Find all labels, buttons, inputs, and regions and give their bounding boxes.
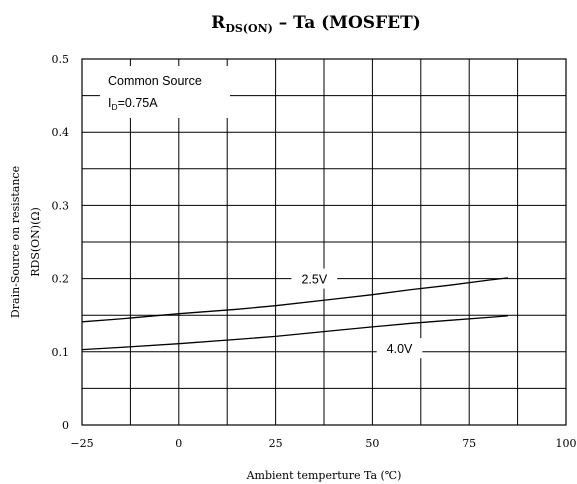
chart-title-subscript: DS(ON) xyxy=(225,22,273,35)
series-label: 2.5V xyxy=(301,273,327,287)
x-tick-label: 75 xyxy=(462,437,476,450)
annotation-current-rest: =0.75A xyxy=(118,96,159,110)
grid xyxy=(81,58,567,426)
x-tick-label: 50 xyxy=(365,437,379,450)
x-tick-label: −25 xyxy=(70,437,93,450)
plot-frame xyxy=(81,58,567,426)
y-tick-label: 0.4 xyxy=(52,126,70,139)
annotation-line2: ID=0.75A xyxy=(108,96,158,112)
annotation-line1: Common Source xyxy=(108,74,202,88)
y-tick-label: 0.5 xyxy=(52,53,70,66)
annotation-current-main: I xyxy=(108,96,111,110)
series-line xyxy=(81,277,508,323)
series-label: 4.0V xyxy=(387,342,413,356)
y-axis-label-line2: RDS(ON)(Ω) xyxy=(29,207,42,277)
y-tick-label: 0 xyxy=(62,419,69,432)
y-axis-label-line1: Drain-Source on resistance xyxy=(9,166,22,318)
chart-title: RDS(ON) – Ta (MOSFET) xyxy=(211,13,421,35)
annotation-current-sub: D xyxy=(111,102,117,112)
x-tick-label: 100 xyxy=(556,437,577,450)
annotation-background xyxy=(100,66,230,118)
chart-title-rest: – Ta (MOSFET) xyxy=(273,13,421,33)
annotation: Common Source ID=0.75A xyxy=(100,66,230,118)
chart-title-main: R xyxy=(211,13,226,33)
series-line xyxy=(81,315,508,351)
series-group: 2.5V 4.0V xyxy=(81,268,508,359)
y-tick-label: 0.1 xyxy=(52,346,70,359)
series-label-background xyxy=(376,338,423,359)
y-tick-label: 0.2 xyxy=(52,273,70,286)
x-tick-label: 25 xyxy=(269,437,283,450)
series-label-background xyxy=(291,268,338,289)
x-tick-label: 0 xyxy=(175,437,182,450)
y-tick-label: 0.3 xyxy=(52,199,70,212)
x-axis-label: Ambient temperture Ta (℃) xyxy=(246,469,402,482)
